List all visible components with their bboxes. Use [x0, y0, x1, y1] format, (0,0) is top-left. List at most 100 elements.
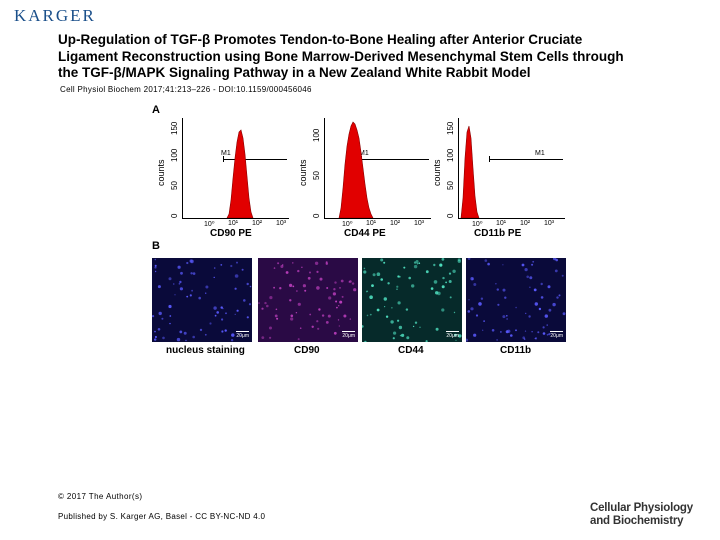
micrograph-nucleus: 20μm — [152, 258, 252, 342]
cell-dot — [467, 258, 471, 260]
cell-dot — [515, 306, 517, 309]
marker-line — [361, 159, 429, 160]
cell-dot — [168, 277, 172, 281]
cell-dot — [397, 275, 400, 278]
histogram-plot: M1 — [182, 118, 289, 219]
cell-dot — [419, 326, 421, 328]
cell-dot — [349, 318, 351, 320]
micrograph-cd44: 20μm — [362, 258, 462, 342]
cell-field — [258, 258, 358, 342]
cell-dot — [506, 315, 508, 317]
cell-dot — [502, 288, 506, 292]
cell-dot — [405, 308, 409, 311]
cell-dot — [546, 324, 548, 326]
xtick: 10⁰ — [342, 221, 353, 228]
cell-dot — [161, 317, 164, 320]
cell-dot — [169, 315, 172, 317]
scale-bar: 20μm — [236, 331, 249, 339]
cell-dot — [351, 282, 355, 285]
cell-dot — [302, 284, 306, 288]
cell-dot — [335, 300, 338, 303]
cell-dot — [168, 304, 172, 309]
cell-dot — [502, 264, 504, 266]
xtick: 10¹ — [366, 220, 377, 227]
xtick: 10³ — [276, 220, 287, 227]
marker-label: M1 — [535, 150, 545, 157]
cell-dot — [433, 280, 438, 284]
cell-dot — [292, 285, 295, 288]
cell-dot — [304, 289, 307, 292]
cell-dot — [249, 285, 252, 288]
cell-dot — [475, 314, 479, 317]
panel-label-a: A — [152, 104, 160, 116]
title-line-2: Ligament Reconstruction using Bone Marro… — [58, 48, 624, 64]
cell-dot — [353, 288, 357, 292]
cell-dot — [316, 286, 320, 290]
cell-dot — [261, 336, 265, 339]
cell-dot — [264, 301, 267, 305]
cell-dot — [273, 267, 276, 269]
ytick: 50 — [446, 181, 455, 190]
cell-dot — [179, 330, 183, 334]
cell-dot — [555, 258, 558, 262]
cell-dot — [453, 311, 456, 314]
cell-dot — [311, 325, 314, 328]
cell-dot — [558, 294, 561, 297]
cell-dot — [192, 272, 196, 275]
cell-dot — [380, 258, 384, 262]
karger-logo: KARGER — [14, 6, 96, 25]
ytick: 50 — [170, 181, 179, 190]
cell-dot — [317, 327, 320, 330]
cell-dot — [301, 266, 303, 268]
cell-dot — [162, 336, 165, 340]
cell-dot — [309, 313, 312, 316]
cell-dot — [534, 302, 538, 306]
micrograph-cd11b: 20μm — [466, 258, 566, 342]
cell-dot — [376, 308, 380, 312]
cell-dot — [154, 264, 157, 267]
cell-dot — [484, 259, 488, 262]
cell-dot — [199, 328, 203, 332]
cell-dot — [269, 296, 273, 300]
micrograph-label: CD90 — [294, 345, 320, 356]
title-line-3: the TGF-β/MAPK Signaling Pathway in a Ne… — [58, 65, 531, 80]
cell-dot — [487, 262, 490, 266]
cell-dot — [213, 306, 217, 310]
cell-dot — [455, 339, 457, 341]
cell-dot — [510, 334, 513, 337]
cell-dot — [340, 279, 344, 283]
marker-tick — [223, 156, 224, 162]
cell-dot — [556, 296, 559, 299]
cell-dot — [504, 296, 507, 299]
cell-dot — [542, 332, 546, 335]
cell-dot — [468, 299, 470, 301]
cell-dot — [454, 333, 457, 337]
cell-dot — [362, 325, 364, 328]
cell-dot — [190, 272, 193, 275]
cell-dot — [230, 264, 233, 268]
xtick: 10² — [520, 220, 531, 227]
cell-dot — [425, 270, 429, 274]
cell-dot — [369, 295, 373, 299]
xlabel: CD44 PE — [344, 228, 386, 239]
publisher-license: Published by S. Karger AG, Basel - CC BY… — [58, 512, 266, 521]
histogram-peak — [338, 121, 374, 218]
cell-dot — [391, 307, 393, 309]
cell-dot — [276, 317, 279, 320]
cell-dot — [452, 269, 456, 273]
cell-dot — [339, 287, 341, 289]
cell-dot — [221, 330, 224, 333]
cell-dot — [548, 308, 552, 312]
cell-dot — [533, 288, 537, 292]
ytick: 100 — [446, 148, 455, 162]
cell-field — [362, 258, 462, 342]
micrograph-label: CD44 — [398, 345, 424, 356]
cell-dot — [532, 260, 535, 263]
micrograph-label: CD11b — [500, 345, 532, 356]
cell-dot — [314, 261, 319, 265]
cell-dot — [269, 336, 272, 339]
cell-dot — [169, 322, 171, 325]
cell-dot — [326, 287, 329, 289]
cell-dot — [290, 317, 294, 321]
cell-dot — [198, 296, 201, 300]
